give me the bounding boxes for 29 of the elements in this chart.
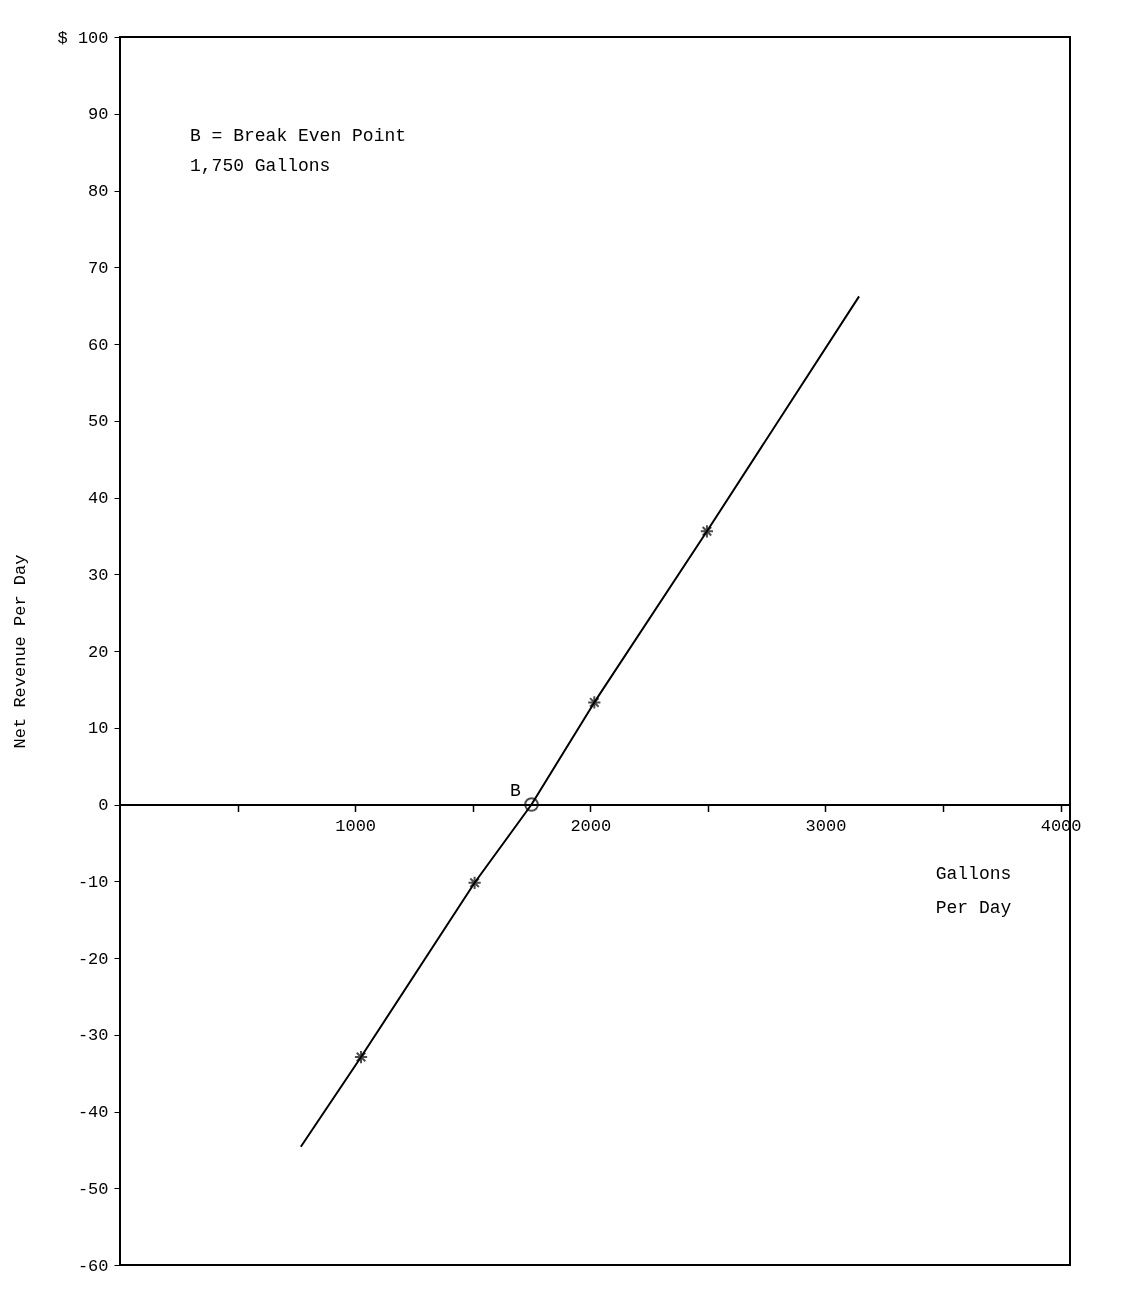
point xyxy=(467,875,482,890)
y-tick-label: 40 xyxy=(88,489,109,508)
point xyxy=(699,524,715,539)
y-tick-label: -40 xyxy=(77,1103,109,1122)
point xyxy=(587,695,602,710)
x-tick-label: 1000 xyxy=(335,817,377,836)
y-tick-label: 10 xyxy=(88,719,109,739)
y-tick-label: 50 xyxy=(88,412,109,432)
y-tick-label: -10 xyxy=(77,872,109,892)
y-tick-label: -60 xyxy=(77,1256,109,1276)
annotation: B xyxy=(510,780,522,801)
y-tick-label: 90 xyxy=(88,105,109,125)
y-tick-label: -20 xyxy=(77,949,109,969)
y-tick-label: 80 xyxy=(88,182,109,201)
annotation: B = Break Even Point 1,750 Gallons xyxy=(190,126,407,176)
y-tick-label: 60 xyxy=(88,335,109,355)
y-tick-label: $ 100 xyxy=(57,28,109,48)
y-axis-title: Net Revenue Per Day xyxy=(11,554,31,749)
y-tick-label: 20 xyxy=(88,642,109,662)
y-tick-label: 30 xyxy=(88,565,109,585)
y-tick-label: 70 xyxy=(88,258,109,278)
point xyxy=(524,797,539,812)
point xyxy=(353,1049,369,1065)
y-tick-label: -30 xyxy=(77,1026,109,1046)
y-tick-label: -50 xyxy=(77,1179,109,1199)
y-tick-label: 0 xyxy=(98,796,109,815)
x-tick-label: 2000 xyxy=(570,817,612,836)
x-tick-label: 3000 xyxy=(805,817,847,836)
x-axis-title: Gallons Per Day xyxy=(935,864,1012,918)
